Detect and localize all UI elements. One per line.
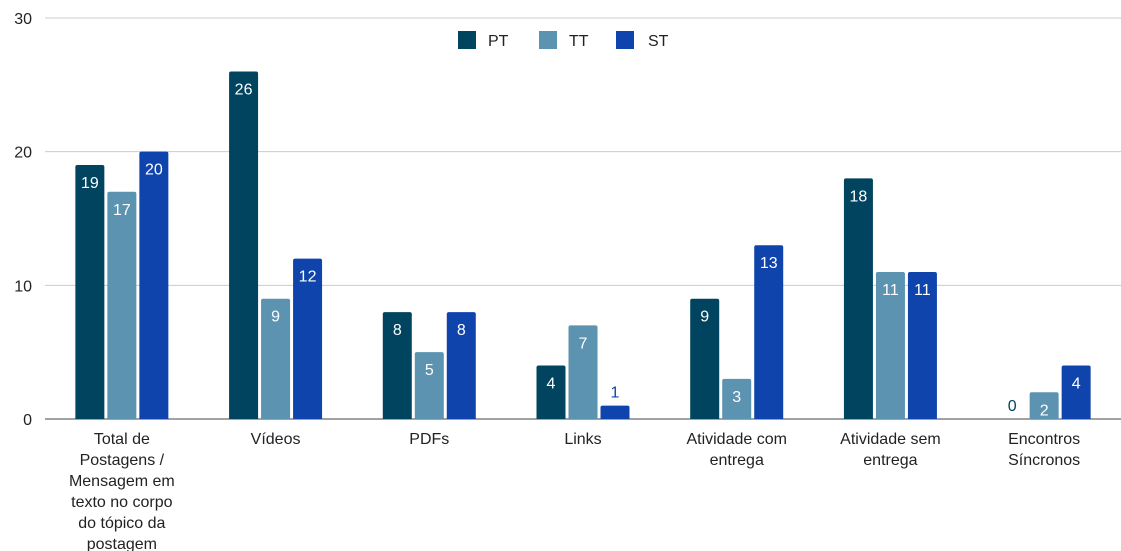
bar-pt xyxy=(843,178,873,419)
bar-tt xyxy=(568,325,598,419)
category-label: Atividade sem entrega xyxy=(840,431,941,469)
data-label: 8 xyxy=(393,322,402,339)
bar-tt xyxy=(261,298,291,419)
bars xyxy=(75,71,1091,419)
bar-st xyxy=(600,405,630,419)
legend-swatch-tt xyxy=(539,31,557,49)
category-label: Atividade com entrega xyxy=(686,431,787,469)
data-label: 8 xyxy=(457,322,466,339)
data-label: 20 xyxy=(145,162,163,179)
bar-st xyxy=(139,151,169,419)
x-axis: Total de Postagens / Mensagem em texto no c… xyxy=(69,431,1080,551)
legend-label-pt: PT xyxy=(488,33,509,50)
data-label: 26 xyxy=(235,81,253,98)
legend-swatch-st xyxy=(616,31,634,49)
y-axis: 0 10 20 30 xyxy=(14,11,32,429)
bar-pt xyxy=(382,312,412,419)
data-label: 0 xyxy=(1008,398,1017,415)
data-label: 11 xyxy=(882,282,899,299)
legend-swatch-pt xyxy=(458,31,476,49)
bar-st xyxy=(446,312,476,419)
bar-st xyxy=(1061,365,1091,419)
legend: PT TT ST xyxy=(458,31,669,50)
legend-label-st: ST xyxy=(648,33,669,50)
bar-tt xyxy=(722,378,752,419)
bar-st xyxy=(907,271,937,419)
category-label: Total de Postagens / Mensagem em texto no c… xyxy=(69,431,175,551)
bar-st xyxy=(293,258,323,419)
bar-tt xyxy=(1029,392,1059,419)
data-label: 17 xyxy=(113,202,131,219)
y-tick-label: 30 xyxy=(14,11,32,28)
bar-tt xyxy=(107,191,137,419)
y-tick-label: 10 xyxy=(14,278,32,295)
data-label: 18 xyxy=(850,188,868,205)
bar-st xyxy=(754,245,784,419)
bar-pt xyxy=(536,365,566,419)
bar-pt xyxy=(229,71,259,419)
y-tick-label: 0 xyxy=(23,412,32,429)
bar-tt xyxy=(414,352,444,419)
data-label: 9 xyxy=(700,309,709,326)
data-label: 4 xyxy=(547,376,556,393)
data-label: 7 xyxy=(579,335,588,352)
data-label: 4 xyxy=(1072,376,1081,393)
data-label: 3 xyxy=(732,389,741,406)
data-label: 5 xyxy=(425,362,434,379)
legend-label-tt: TT xyxy=(569,33,589,50)
data-label: 12 xyxy=(299,269,317,286)
category-label: PDFs xyxy=(409,431,449,448)
data-label: 2 xyxy=(1040,402,1049,419)
data-label: 1 xyxy=(611,385,620,402)
y-tick-label: 20 xyxy=(14,145,32,162)
bar-pt xyxy=(75,165,105,419)
category-label: Vídeos xyxy=(251,431,301,448)
category-label: Links xyxy=(564,431,601,448)
data-label: 9 xyxy=(271,309,280,326)
data-label: 13 xyxy=(760,255,778,272)
category-label: Encontros Síncronos xyxy=(1008,431,1080,469)
bar-tt xyxy=(875,271,905,419)
data-label: 19 xyxy=(81,175,99,192)
bar-pt xyxy=(690,298,720,419)
data-label: 11 xyxy=(914,282,931,299)
